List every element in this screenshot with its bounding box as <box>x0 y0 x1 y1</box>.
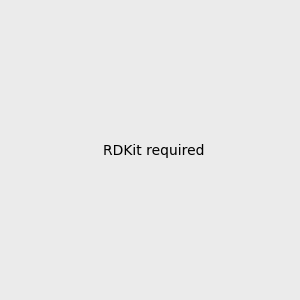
Text: RDKit required: RDKit required <box>103 145 205 158</box>
